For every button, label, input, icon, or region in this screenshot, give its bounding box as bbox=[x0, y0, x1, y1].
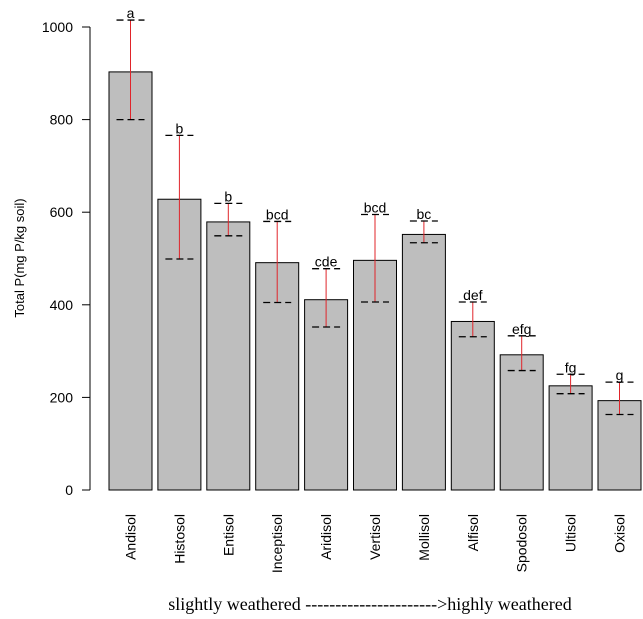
y-tick-label: 400 bbox=[50, 297, 74, 313]
group-label: def bbox=[463, 287, 483, 303]
group-label: bcd bbox=[364, 200, 387, 216]
y-axis-label: Total P(mg P/kg soil) bbox=[12, 198, 27, 317]
group-label: b bbox=[176, 120, 184, 136]
group-label: g bbox=[616, 367, 624, 383]
bar bbox=[304, 299, 349, 491]
x-tick-label: Ultisol bbox=[563, 514, 579, 552]
bar bbox=[401, 233, 446, 491]
x-tick-label: Aridisol bbox=[318, 514, 334, 560]
bar bbox=[548, 385, 593, 491]
y-tick-label: 0 bbox=[65, 482, 73, 498]
group-label: b bbox=[224, 188, 232, 204]
group-label: cde bbox=[315, 254, 338, 270]
x-tick-label: Alfisol bbox=[465, 514, 481, 551]
y-tick-label: 600 bbox=[50, 204, 74, 220]
bar bbox=[206, 221, 251, 491]
y-axis: 0 200 400 600 800 1000 bbox=[42, 19, 91, 498]
x-tick-label: Vertisol bbox=[367, 514, 383, 560]
group-label: efg bbox=[512, 321, 531, 337]
x-tick-label: Oxisol bbox=[612, 514, 628, 553]
x-tick-label: Entisol bbox=[220, 514, 236, 556]
x-tick-label: Inceptisol bbox=[269, 514, 285, 573]
group-label: a bbox=[127, 5, 135, 21]
bar bbox=[450, 320, 495, 491]
x-tick-label: Mollisol bbox=[416, 514, 432, 561]
group-labels: a b b bcd cde bcd bc def efg fg g bbox=[127, 5, 624, 383]
error-bars bbox=[116, 19, 634, 416]
y-tick-label: 800 bbox=[50, 112, 74, 128]
x-tick-label: Spodosol bbox=[514, 514, 530, 572]
y-tick-label: 1000 bbox=[42, 19, 73, 35]
y-tick-label: 200 bbox=[50, 389, 74, 405]
x-tick-labels: Andisol Histosol Entisol Inceptisol Aridisol… bbox=[123, 514, 628, 573]
x-axis-title: slightly weathered ---------------------… bbox=[168, 594, 571, 614]
group-label: bcd bbox=[266, 206, 289, 222]
bar bbox=[108, 71, 153, 491]
bar bbox=[597, 400, 642, 491]
x-tick-label: Histosol bbox=[171, 514, 187, 564]
group-label: bc bbox=[417, 206, 432, 222]
x-tick-label: Andisol bbox=[123, 514, 139, 560]
bar bbox=[499, 354, 544, 491]
group-label: fg bbox=[565, 359, 577, 375]
